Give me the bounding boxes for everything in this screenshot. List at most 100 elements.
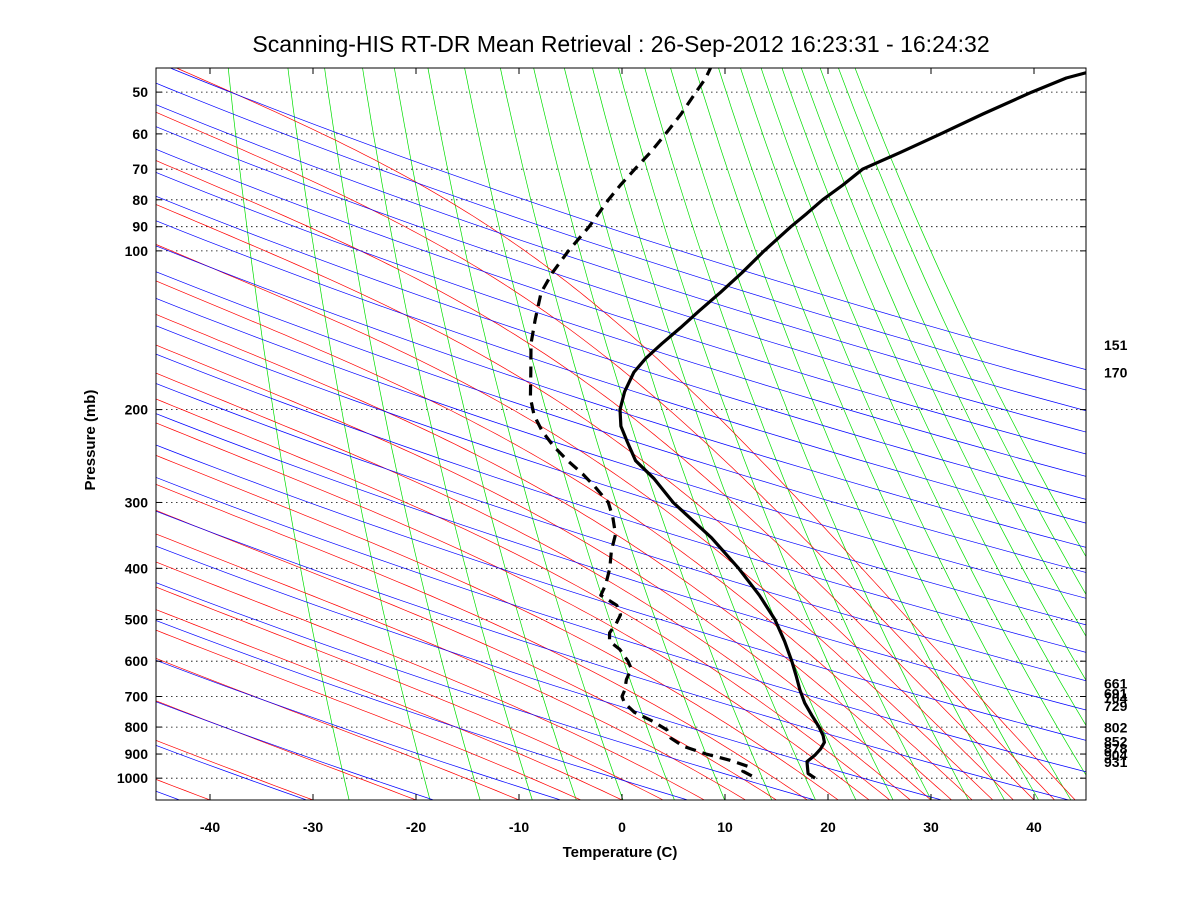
moist-adiabat-15	[156, 344, 932, 800]
mixing-ratio-line-7	[500, 68, 725, 800]
dry-adiabat-404	[156, 271, 1086, 573]
right-pressure-label: 878	[1104, 740, 1128, 756]
dry-adiabat-464	[156, 148, 1086, 455]
dry-adiabat-308	[156, 510, 1069, 800]
chart-title: Scanning-HIS RT-DR Mean Retrieval : 26-S…	[252, 31, 989, 57]
moist-adiabat-9	[156, 509, 777, 800]
x-tick-label: 30	[923, 819, 939, 835]
mixing-ratio-line-13	[670, 68, 969, 800]
y-tick-label: 300	[125, 494, 149, 510]
moist-adiabat-13	[156, 398, 891, 800]
dry-adiabats	[156, 68, 1086, 800]
dry-adiabat-428	[156, 220, 1086, 524]
dry-adiabat-452	[156, 172, 1086, 477]
dry-adiabat-332	[156, 444, 1086, 741]
moist-adiabat-7	[156, 561, 705, 800]
right-pressure-label: 931	[1104, 754, 1128, 770]
moist-adiabat-14	[156, 372, 911, 800]
dry-adiabat-488	[156, 104, 1086, 412]
mixing-ratio-line-11	[618, 68, 894, 800]
dewpoint-profile-line	[528, 68, 753, 778]
dry-adiabat-440	[156, 195, 1086, 500]
mixing-ratio-line-12	[644, 68, 932, 800]
dry-adiabat-272	[156, 620, 688, 800]
right-pressure-label: 151	[1104, 337, 1128, 353]
x-axis-label: Temperature (C)	[563, 844, 678, 861]
y-axis-ticks: 50 60 70 80 90 100 200 300 400 500 600 700 800 900 100…	[117, 84, 1086, 786]
dry-adiabat-356	[156, 383, 1086, 682]
pressure-gridlines	[156, 91, 1086, 779]
y-tick-label: 900	[125, 746, 149, 762]
right-pressure-label: 904	[1104, 747, 1128, 763]
y-axis-label: Pressure (mb)	[82, 390, 99, 491]
moist-adiabat-3	[156, 658, 520, 800]
temperature-profile-line	[618, 71, 1086, 780]
x-axis-ticks: -40 -30 -20 -10 0 10 20 30 40	[200, 68, 1042, 835]
dry-adiabat-392	[156, 298, 1086, 599]
x-tick-label: 10	[717, 819, 733, 835]
y-tick-label: 700	[125, 688, 149, 704]
plot-area	[155, 67, 1087, 801]
right-pressure-label: 691	[1104, 686, 1128, 702]
moist-adiabat-5	[156, 609, 623, 800]
mixing-ratio-line-14	[694, 68, 1005, 800]
moist-adiabat-16	[156, 314, 952, 800]
dry-adiabat-320	[156, 477, 1086, 773]
right-pressure-label: 852	[1104, 733, 1128, 749]
mixing-ratio-line-21	[838, 68, 1086, 596]
mixing-ratio-line-9	[563, 68, 816, 800]
mixing-ratio-line-18	[781, 68, 1086, 727]
mixing-ratio-line-2	[324, 68, 481, 800]
mixing-ratio-line-10	[592, 68, 857, 800]
y-tick-label: 60	[132, 126, 148, 142]
y-tick-label: 1000	[117, 770, 148, 786]
right-pressure-label: 802	[1104, 720, 1128, 736]
moist-adiabat-19	[156, 204, 1014, 800]
mixing-ratio-line-16	[740, 68, 1072, 800]
right-pressure-label: 704	[1104, 690, 1128, 706]
profile-series	[528, 68, 1086, 780]
right-pressure-label: 661	[1104, 675, 1128, 691]
y-tick-label: 50	[132, 84, 148, 100]
moist-adiabat-21	[156, 111, 1055, 800]
plot-frame	[155, 67, 1087, 801]
dry-adiabat-260	[156, 659, 561, 800]
mixing-ratio-line-1	[287, 68, 431, 800]
mixing-ratio-line-19	[800, 68, 1086, 681]
right-pressure-label: 729	[1104, 698, 1128, 714]
right-pressure-label: 170	[1104, 364, 1128, 380]
x-tick-label: 20	[820, 819, 836, 835]
mixing-ratio-line-20	[819, 68, 1086, 637]
x-tick-label: 40	[1026, 819, 1042, 835]
mixing-ratio-line-5	[427, 68, 624, 800]
moist-adiabats	[156, 68, 1076, 800]
mixing-ratio-line-17	[760, 68, 1086, 776]
dry-adiabat-344	[156, 413, 1086, 711]
moist-adiabat-22	[175, 68, 1076, 800]
moist-adiabat-8	[156, 533, 746, 800]
dry-adiabat-368	[156, 353, 1086, 653]
dry-adiabat-500	[156, 82, 1086, 391]
moist-adiabat-11	[156, 454, 839, 800]
dry-adiabat-380	[156, 325, 1086, 626]
y-tick-label: 800	[125, 719, 149, 735]
mixing-ratio-line-3	[362, 68, 533, 800]
dry-adiabat-296	[156, 545, 942, 800]
x-tick-label: -10	[509, 819, 529, 835]
x-tick-label: 0	[618, 819, 626, 835]
y-tick-label: 400	[125, 560, 149, 576]
moist-adiabat-6	[156, 586, 664, 800]
dry-adiabat-476	[156, 126, 1086, 433]
mixing-ratio-line-4	[393, 68, 577, 800]
y-tick-label: 70	[132, 161, 148, 177]
moist-adiabat-20	[156, 160, 1035, 800]
dry-adiabat-416	[156, 245, 1086, 548]
y-tick-label: 100	[125, 243, 149, 259]
mixing-ratio-line-22	[854, 68, 1086, 558]
background-lines	[156, 68, 1086, 800]
y-tick-label: 600	[125, 653, 149, 669]
dry-adiabat-512	[169, 68, 1086, 370]
